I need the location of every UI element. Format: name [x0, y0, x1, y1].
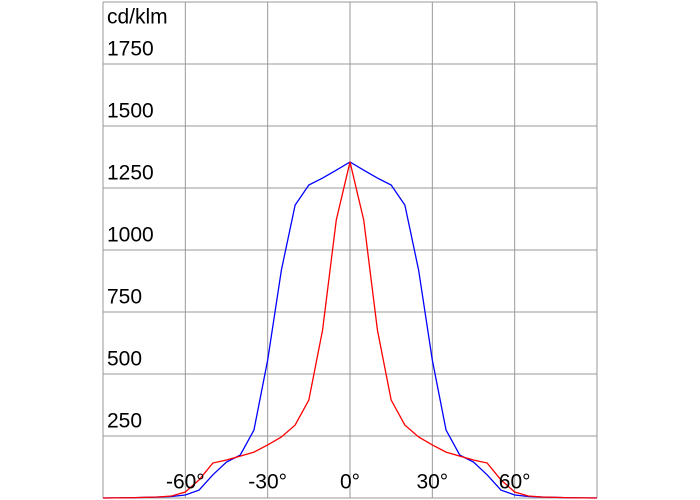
y-axis-label: cd/klm [107, 6, 168, 29]
x-tick-label: 30° [416, 471, 448, 494]
y-tick-label: 1750 [107, 38, 154, 61]
line-series [102, 161, 598, 499]
y-tick-label: 1500 [107, 100, 154, 123]
y-tick-label: 1250 [107, 162, 154, 185]
x-tick-label: 0° [340, 471, 360, 494]
y-tick-label: 750 [107, 286, 142, 309]
y-tick-label: 250 [107, 410, 142, 433]
x-tick-label: -30° [248, 471, 287, 494]
y-tick-label: 1000 [107, 224, 154, 247]
x-tick-label: 60° [499, 471, 531, 494]
x-tick-label: -60° [166, 471, 205, 494]
y-tick-label: 500 [107, 348, 142, 371]
